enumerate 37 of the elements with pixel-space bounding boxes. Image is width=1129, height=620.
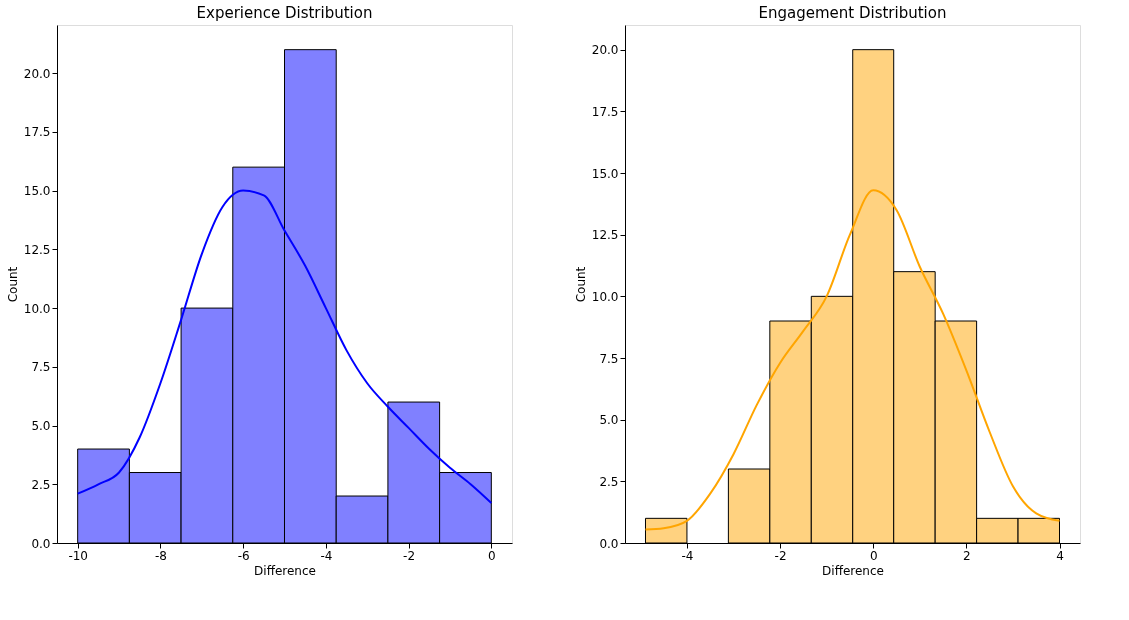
y-tick-label: 12.5 — [591, 228, 619, 243]
x-tick-label: -10 — [68, 548, 88, 563]
y-tick-label: 2.5 — [599, 474, 619, 489]
line-series — [644, 189, 1061, 531]
x-tick-label: -4 — [320, 548, 333, 563]
x-tick-label: -8 — [154, 548, 167, 563]
y-axis-title: Count — [573, 266, 588, 303]
x-tick-label: 0 — [869, 548, 878, 563]
y-tick-label: 0.0 — [31, 536, 51, 551]
chart-title: Engagement Distribution — [758, 4, 947, 22]
y-tick-label: 10.0 — [23, 301, 51, 316]
y-tick-label: 15.0 — [23, 184, 51, 199]
y-tick-label: 12.5 — [23, 242, 51, 257]
x-tick-label: -2 — [774, 548, 787, 563]
x-axis-title: Difference — [254, 563, 316, 578]
y-tick-label: 7.5 — [31, 360, 51, 375]
x-tick-label: -4 — [681, 548, 694, 563]
y-tick-label: 5.0 — [31, 419, 51, 434]
y-tick-label: 5.0 — [599, 413, 619, 428]
y-tick-label: 17.5 — [23, 125, 51, 140]
y-tick-label: 17.5 — [591, 104, 619, 119]
y-tick-label: 2.5 — [31, 477, 51, 492]
line-series — [76, 189, 493, 505]
y-tick-label: 20.0 — [591, 43, 619, 58]
x-tick-label: 0 — [488, 548, 496, 563]
x-axis-title: Difference — [822, 563, 884, 578]
y-tick-label: 0.0 — [599, 536, 619, 551]
y-tick-label: 7.5 — [599, 351, 619, 366]
x-tick-label: -2 — [403, 548, 416, 563]
y-tick-label: 15.0 — [591, 166, 619, 181]
x-tick-label: 4 — [1056, 548, 1064, 563]
y-axis-title: Count — [5, 266, 20, 303]
y-tick-label: 20.0 — [23, 66, 51, 81]
chart-title: Experience Distribution — [196, 4, 373, 22]
x-tick-label: 2 — [963, 548, 971, 563]
y-tick-label: 10.0 — [591, 289, 619, 304]
x-tick-label: -6 — [237, 548, 250, 563]
